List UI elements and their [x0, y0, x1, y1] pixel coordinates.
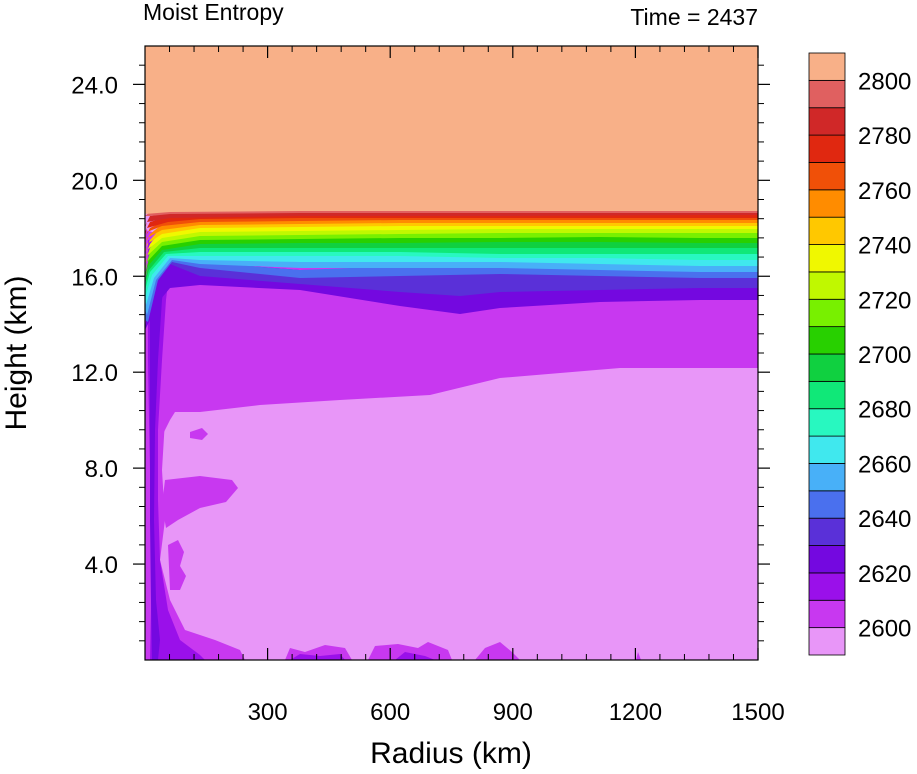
y-axis-label: Height (km)	[0, 275, 33, 430]
x-tick-label: 1500	[731, 699, 784, 726]
colorbar-swatch	[808, 244, 846, 273]
y-tick-label: 12.0	[71, 360, 118, 387]
colorbar-swatch	[808, 627, 846, 656]
axis-ticks	[133, 46, 770, 660]
colorbar-swatch	[808, 271, 846, 300]
colorbar-swatch	[808, 599, 846, 629]
field-eyewall-mid	[148, 240, 205, 660]
field-sfc-blob-2	[290, 654, 345, 660]
y-tick-label: 16.0	[71, 264, 118, 291]
y-tick-label: 4.0	[85, 552, 118, 579]
field-low-blob-1	[162, 476, 238, 528]
field-sfc-blob-5	[475, 642, 520, 660]
colorbar-swatch	[808, 189, 846, 218]
y-tick-label: 20.0	[71, 168, 118, 195]
colorbar-swatch	[808, 463, 846, 492]
x-tick-label: 300	[248, 699, 288, 726]
colorbar-swatch	[808, 353, 846, 382]
colorbar-swatch	[808, 435, 846, 464]
colorbar-label: 2700	[858, 342, 911, 369]
field-tropopause-band	[145, 211, 758, 330]
colorbar-swatch	[808, 408, 846, 437]
colorbar	[808, 52, 846, 656]
field-low-blob-2	[168, 540, 186, 590]
x-tick-label: 900	[493, 699, 533, 726]
colorbar-label: 2740	[858, 233, 911, 260]
colorbar-label: 2800	[858, 68, 911, 95]
colorbar-label: 2660	[858, 451, 911, 478]
colorbar-label: 2680	[858, 397, 911, 424]
colorbar-swatch	[808, 107, 846, 136]
contour-field	[145, 46, 758, 660]
x-tick-labels: 300 600 900 1200 1500	[248, 699, 785, 726]
colorbar-swatch	[808, 326, 846, 355]
colorbar-swatch	[808, 490, 846, 519]
colorbar-swatch	[808, 572, 846, 601]
field-sfc-blob-6	[636, 652, 641, 660]
colorbar-swatch	[808, 380, 846, 410]
y-tick-label: 8.0	[85, 456, 118, 483]
colorbar-swatch	[808, 162, 846, 191]
colorbar-swatch	[808, 298, 846, 328]
colorbar-label: 2600	[858, 616, 911, 643]
colorbar-swatch	[808, 134, 846, 163]
y-tick-label: 24.0	[71, 72, 118, 99]
time-label: Time = 2437	[630, 4, 758, 30]
field-stratosphere	[145, 46, 758, 214]
x-tick-label: 600	[370, 699, 410, 726]
colorbar-label: 2640	[858, 506, 911, 533]
colorbar-swatch	[808, 545, 846, 574]
colorbar-labels: 2600 2620 2640 2660 2680 2700 2720 2740 2760 2780…	[858, 68, 911, 642]
colorbar-label: 2760	[858, 178, 911, 205]
x-tick-label: 1200	[609, 699, 662, 726]
y-tick-labels: 4.0 8.0 12.0 16.0 20.0 24.0	[71, 72, 118, 579]
colorbar-swatch	[808, 517, 846, 546]
colorbar-label: 2780	[858, 123, 911, 150]
colorbar-swatch	[808, 79, 846, 109]
field-sfc-blob-3	[368, 642, 452, 660]
colorbar-swatch	[808, 52, 846, 81]
chart-title: Moist Entropy	[143, 0, 284, 25]
field-eyewall-inner	[150, 250, 168, 660]
colorbar-label: 2720	[858, 287, 911, 314]
x-axis-label: Radius (km)	[370, 737, 532, 770]
colorbar-label: 2620	[858, 561, 911, 588]
field-low-blob-3	[190, 428, 208, 440]
colorbar-swatch	[808, 216, 846, 245]
